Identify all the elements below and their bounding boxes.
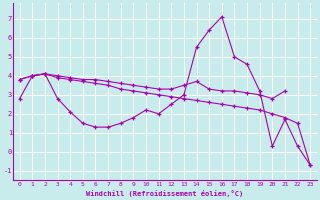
X-axis label: Windchill (Refroidissement éolien,°C): Windchill (Refroidissement éolien,°C) bbox=[86, 190, 244, 197]
